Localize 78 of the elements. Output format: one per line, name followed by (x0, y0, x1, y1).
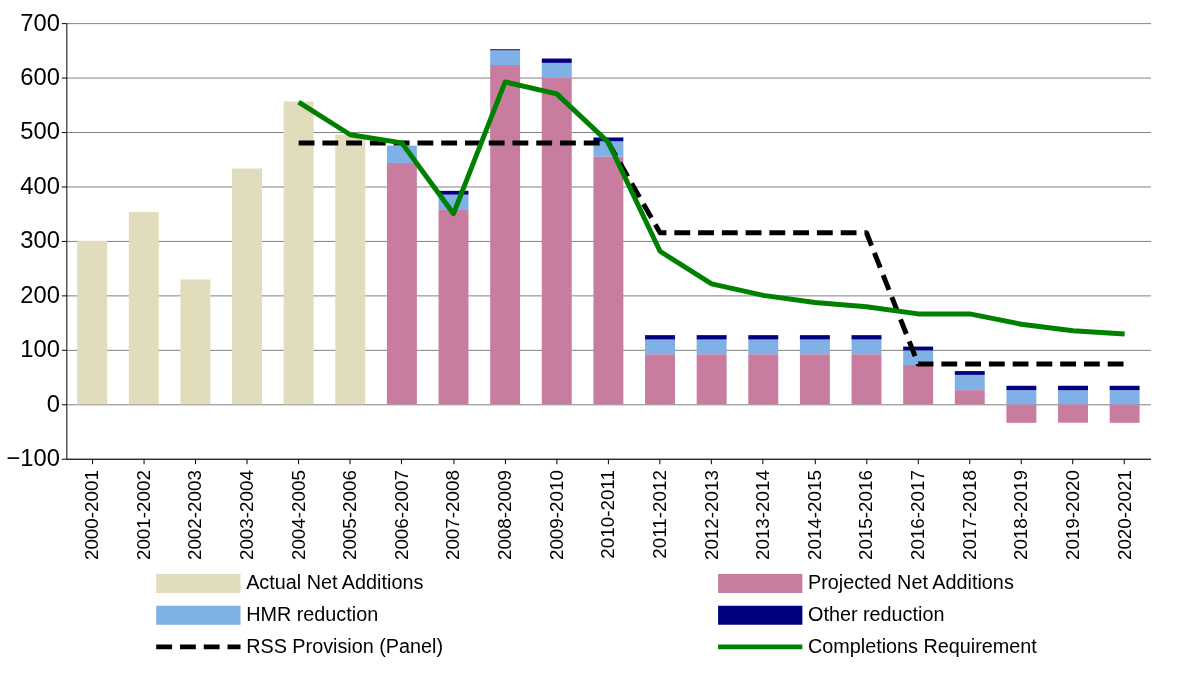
legend-label: RSS Provision (Panel) (246, 634, 444, 657)
legend-label: Projected Net Additions (807, 571, 1014, 594)
bar (541, 62, 572, 78)
x-tick-label: 2015-2016 (855, 470, 877, 561)
bar (1109, 390, 1140, 405)
x-tick-label: 2017-2018 (958, 470, 980, 561)
bar (748, 354, 779, 405)
x-tick-label: 2003-2004 (235, 470, 257, 561)
bar (799, 335, 830, 340)
bar (386, 163, 417, 405)
bar (438, 209, 469, 405)
bar (1058, 385, 1088, 391)
bar (696, 335, 727, 340)
bar (541, 77, 572, 405)
bar (335, 134, 366, 405)
x-tick-label: 2010-2011 (597, 470, 619, 559)
bar (903, 365, 934, 405)
x-tick-label: 2011-2012 (648, 470, 670, 559)
x-tick-label: 2002-2003 (184, 470, 206, 561)
legend-label: Other reduction (807, 603, 945, 626)
x-tick-label: 2005-2006 (339, 470, 361, 561)
bar (954, 374, 985, 391)
y-tick-label: −100 (6, 444, 60, 472)
bar (1109, 385, 1140, 391)
bar (180, 279, 211, 405)
y-tick-label: 700 (20, 8, 60, 36)
bar (748, 339, 779, 355)
bar (645, 335, 675, 340)
bar (851, 339, 882, 355)
bar (490, 65, 521, 405)
x-tick-label: 2004-2005 (287, 470, 309, 561)
y-tick-label: 200 (20, 280, 60, 308)
bar (696, 339, 727, 355)
y-tick-label: 0 (46, 389, 60, 417)
legend-label: HMR reduction (246, 603, 379, 626)
bar (1006, 404, 1037, 423)
bar (645, 354, 675, 405)
bar (696, 354, 727, 405)
bar (593, 156, 624, 405)
bar (1058, 390, 1088, 405)
bar (283, 101, 314, 405)
bar (799, 354, 830, 405)
y-tick-label: 100 (20, 335, 60, 363)
bar (1006, 385, 1037, 391)
legend-label: Completions Requirement (807, 634, 1038, 657)
legend-label: Actual Net Additions (246, 571, 424, 594)
x-tick-label: 2013-2014 (752, 470, 774, 561)
bar (77, 240, 108, 405)
bar (128, 212, 159, 405)
y-tick-label: 500 (20, 117, 60, 145)
x-tick-label: 2009-2010 (545, 470, 567, 561)
bar (799, 339, 830, 355)
x-tick-label: 2020-2021 (1113, 470, 1135, 561)
bar (1109, 404, 1140, 423)
x-tick-label: 2001-2002 (132, 470, 154, 561)
bar (954, 390, 985, 405)
x-tick-label: 2018-2019 (1010, 470, 1032, 561)
line-series (296, 79, 1128, 337)
bar (851, 354, 882, 405)
y-tick-label: 300 (20, 226, 60, 254)
bar (645, 339, 675, 355)
bar (541, 58, 572, 63)
x-tick-label: 2012-2013 (700, 470, 722, 561)
y-tick-label: 600 (20, 63, 60, 90)
x-tick-label: 2016-2017 (907, 470, 929, 561)
bar (232, 168, 262, 405)
x-tick-label: 2007-2008 (442, 470, 464, 561)
x-tick-label: 2000-2001 (81, 470, 103, 561)
x-tick-label: 2019-2020 (1061, 470, 1083, 561)
bar (954, 371, 985, 375)
bar (1006, 390, 1037, 405)
x-tick-label: 2008-2009 (494, 470, 516, 561)
x-tick-label: 2006-2007 (390, 470, 412, 561)
x-tick-label: 2014-2015 (803, 470, 825, 561)
bar (490, 50, 521, 66)
bar (1058, 404, 1088, 423)
y-tick-label: 400 (20, 171, 60, 199)
bar (748, 335, 779, 340)
